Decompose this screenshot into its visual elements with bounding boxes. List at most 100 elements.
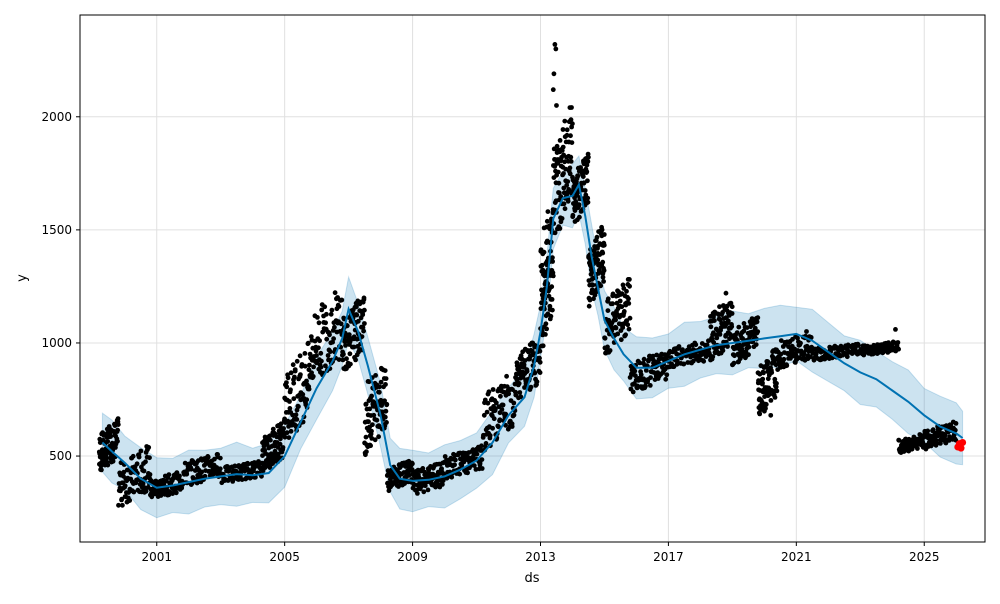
- x-axis-label: ds: [524, 571, 539, 586]
- observed-point: [563, 166, 568, 172]
- observed-point: [373, 373, 378, 378]
- observed-point: [681, 361, 687, 367]
- observed-point: [598, 283, 604, 289]
- observed-point: [332, 290, 338, 296]
- observed-point: [319, 307, 325, 313]
- observed-point: [541, 249, 547, 255]
- observed-point: [552, 42, 558, 47]
- observed-point: [528, 384, 534, 390]
- observed-point: [440, 482, 445, 487]
- observed-point: [336, 357, 342, 362]
- observed-point: [643, 368, 649, 373]
- observed-point: [543, 321, 549, 327]
- x-tick-label: 2005: [269, 550, 300, 564]
- observed-point: [773, 384, 779, 390]
- observed-point: [297, 353, 303, 359]
- observed-point: [618, 337, 624, 343]
- observed-point: [570, 212, 576, 218]
- observed-point: [717, 304, 722, 310]
- y-tick-label: 2000: [41, 110, 72, 124]
- observed-point: [270, 461, 275, 466]
- x-axis-ticks: 2001 2005 2009 2013 2017 2021 2025: [141, 542, 940, 564]
- observed-point: [406, 472, 412, 478]
- observed-point: [485, 400, 491, 406]
- observed-point: [585, 178, 590, 184]
- observed-point: [346, 332, 352, 338]
- observed-point: [307, 351, 313, 357]
- observed-point: [720, 348, 726, 353]
- observed-point: [565, 179, 571, 185]
- observed-point: [620, 325, 626, 330]
- observed-point: [316, 345, 321, 351]
- observed-point: [531, 351, 537, 356]
- observed-point: [605, 308, 611, 313]
- observed-point: [676, 344, 682, 349]
- observed-point: [115, 422, 121, 427]
- observed-point: [621, 309, 627, 314]
- observed-point: [256, 459, 261, 464]
- observed-point: [300, 392, 306, 397]
- observed-point: [496, 424, 501, 430]
- observed-point: [550, 259, 555, 264]
- observed-point: [199, 469, 205, 475]
- observed-point: [601, 242, 607, 248]
- observed-point: [115, 427, 120, 433]
- observed-point: [481, 412, 487, 418]
- observed-point: [306, 367, 312, 373]
- observed-point: [712, 318, 717, 323]
- observed-point: [569, 140, 575, 146]
- observed-point: [601, 279, 606, 284]
- observed-point: [781, 356, 787, 362]
- observed-point: [305, 340, 311, 346]
- observed-point: [311, 364, 316, 370]
- observed-point: [641, 356, 647, 362]
- observed-point: [487, 433, 493, 438]
- y-tick-label: 1000: [41, 336, 72, 350]
- observed-point: [292, 368, 298, 374]
- highlight-point: [957, 444, 965, 452]
- observed-point: [136, 454, 142, 460]
- observed-point: [564, 132, 570, 138]
- observed-point: [729, 311, 735, 316]
- observed-point: [808, 335, 814, 340]
- observed-point: [294, 358, 300, 364]
- observed-point: [930, 427, 936, 433]
- observed-point: [934, 440, 940, 446]
- forecast-line-group: [101, 181, 964, 489]
- observed-point: [302, 363, 308, 369]
- observed-point: [650, 353, 656, 359]
- observed-point: [323, 320, 328, 326]
- observed-point: [626, 326, 632, 332]
- observed-point: [844, 354, 850, 360]
- observed-point: [556, 180, 562, 186]
- observed-point: [516, 381, 522, 386]
- observed-point: [572, 208, 578, 214]
- observed-point: [584, 162, 590, 168]
- observed-point: [143, 488, 149, 494]
- observed-point: [119, 496, 125, 502]
- observed-point: [624, 318, 630, 324]
- observed-point: [567, 171, 573, 177]
- observed-point: [740, 336, 745, 341]
- observed-point: [410, 461, 415, 467]
- observed-point: [717, 332, 723, 337]
- observed-point: [772, 395, 778, 400]
- observed-point: [131, 489, 137, 495]
- observed-point: [591, 296, 596, 302]
- y-axis-ticks: 500 1000 1500 2000: [41, 110, 80, 463]
- observed-point: [952, 427, 958, 433]
- x-tick-label: 2025: [909, 550, 940, 564]
- observed-point: [366, 379, 372, 385]
- observed-point: [382, 368, 388, 373]
- observed-point: [549, 284, 555, 290]
- observed-point: [310, 374, 316, 379]
- observed-point: [590, 282, 596, 288]
- observed-point: [217, 455, 223, 461]
- observed-point: [332, 324, 337, 330]
- observed-point: [425, 487, 431, 493]
- observed-point: [600, 274, 606, 280]
- observed-point: [723, 290, 729, 296]
- observed-point: [284, 380, 289, 385]
- observed-point: [120, 502, 125, 508]
